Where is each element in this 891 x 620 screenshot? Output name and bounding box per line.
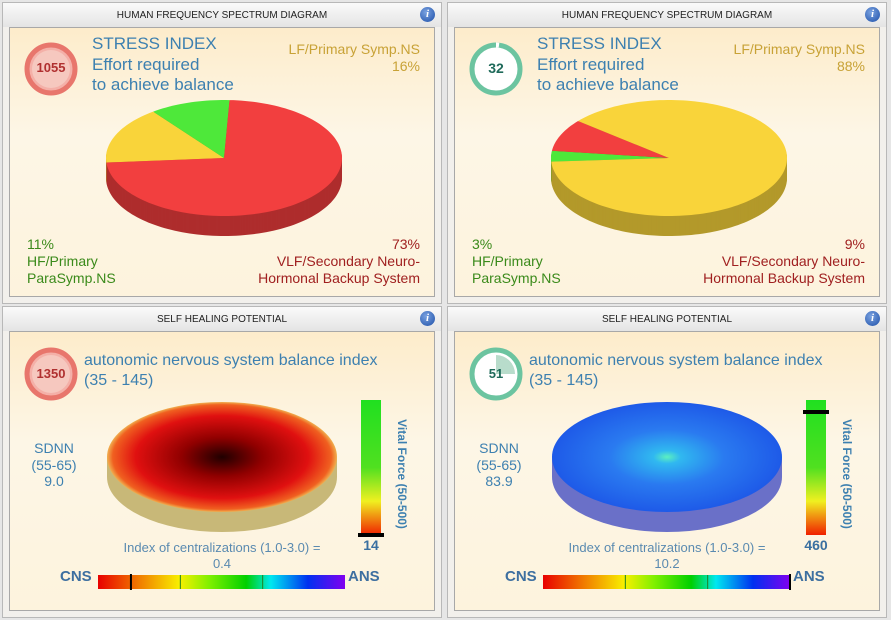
pie-slice bbox=[551, 150, 669, 162]
vital-force-value: 14 bbox=[363, 537, 379, 553]
panel-header: SELF HEALING POTENTIAL bbox=[448, 307, 886, 331]
sdnn-value: 83.9 bbox=[485, 473, 513, 489]
sdnn-label: SDNN bbox=[34, 440, 74, 456]
healing-graphic bbox=[469, 347, 829, 590]
stress-line-2: to achieve balance bbox=[537, 75, 679, 94]
centralization-label: Index of centralizations (1.0-3.0) = bbox=[568, 540, 766, 555]
spectrum-panel: HUMAN FREQUENCY SPECTRUM DIAGRAM i 32 STRES… bbox=[447, 2, 887, 304]
pie-slice bbox=[106, 100, 342, 216]
panel-header: HUMAN FREQUENCY SPECTRUM DIAGRAM bbox=[3, 3, 441, 27]
sdnn-value: 9.0 bbox=[44, 473, 64, 489]
info-icon[interactable]: i bbox=[865, 7, 880, 22]
pie-slice bbox=[551, 100, 787, 216]
centralization-value: 10.2 bbox=[654, 556, 680, 571]
lf-label: LF/Primary Symp.NS bbox=[733, 41, 865, 57]
info-icon[interactable]: i bbox=[420, 7, 435, 22]
vlf-label-1: VLF/Secondary Neuro- bbox=[721, 253, 865, 269]
lf-label: LF/Primary Symp.NS bbox=[288, 41, 420, 57]
sdnn-range: (55-65) bbox=[31, 457, 77, 473]
vital-force-bar bbox=[361, 400, 381, 535]
panel-title: SELF HEALING POTENTIAL bbox=[601, 314, 733, 325]
balance-disc bbox=[107, 402, 337, 512]
vlf-percent: 9% bbox=[844, 236, 865, 252]
balance-index-range: (35 - 145) bbox=[529, 372, 599, 389]
ans-label: ANS bbox=[348, 568, 380, 585]
badge-value: 51 bbox=[488, 366, 504, 381]
hf-percent: 3% bbox=[472, 236, 493, 252]
pie-slice bbox=[106, 111, 224, 163]
badge-value: 1350 bbox=[36, 366, 66, 381]
panel-body: 32 STRESS INDEX Effort required to achieve … bbox=[454, 27, 880, 297]
centralization-scale bbox=[543, 575, 790, 589]
panel-title: SELF HEALING POTENTIAL bbox=[156, 314, 288, 325]
balance-index-range: (35 - 145) bbox=[84, 372, 154, 389]
score-badge bbox=[24, 347, 78, 401]
balance-disc bbox=[552, 402, 782, 512]
stress-line-1: Effort required bbox=[92, 55, 200, 74]
panel-title: HUMAN FREQUENCY SPECTRUM DIAGRAM bbox=[116, 10, 328, 21]
info-icon[interactable]: i bbox=[865, 311, 880, 326]
vital-force-marker bbox=[803, 410, 829, 414]
vital-force-label: Vital Force (50-500) bbox=[840, 419, 854, 529]
vlf-percent: 73% bbox=[391, 236, 420, 252]
panel-header: SELF HEALING POTENTIAL bbox=[3, 307, 441, 331]
ans-label: ANS bbox=[793, 568, 825, 585]
centralization-scale bbox=[98, 575, 345, 589]
panel-title: HUMAN FREQUENCY SPECTRUM DIAGRAM bbox=[561, 10, 773, 21]
badge-value: 32 bbox=[488, 60, 504, 76]
pie-slice bbox=[153, 100, 230, 158]
vital-force-marker bbox=[358, 533, 384, 537]
badge-progress bbox=[496, 355, 515, 374]
vital-force-bar bbox=[806, 400, 826, 535]
spectrum-graphic bbox=[469, 42, 787, 236]
lf-percent: 16% bbox=[391, 58, 420, 74]
cns-label: CNS bbox=[505, 568, 537, 585]
badge-value: 1055 bbox=[36, 60, 66, 75]
panel-body: 51 autonomic nervous system balance index… bbox=[454, 331, 880, 611]
stress-line-1: Effort required bbox=[537, 55, 645, 74]
hf-label-1: HF/Primary bbox=[472, 253, 543, 269]
hf-label-2: ParaSymp.NS bbox=[472, 270, 561, 286]
spectrum-panel: HUMAN FREQUENCY SPECTRUM DIAGRAM i 1055 STR… bbox=[2, 2, 442, 304]
vital-force-value: 460 bbox=[804, 537, 828, 553]
spectrum-graphic bbox=[24, 42, 342, 236]
vital-force-label: Vital Force (50-500) bbox=[395, 419, 409, 529]
cns-label: CNS bbox=[60, 568, 92, 585]
healing-panel: SELF HEALING POTENTIAL i 1350 autonomic ner… bbox=[2, 306, 442, 618]
stress-line-2: to achieve balance bbox=[92, 75, 234, 94]
sdnn-label: SDNN bbox=[479, 440, 519, 456]
hf-percent: 11% bbox=[27, 236, 54, 252]
healing-panel: SELF HEALING POTENTIAL i 51 autonomic nervo… bbox=[447, 306, 887, 618]
hf-label-2: ParaSymp.NS bbox=[27, 270, 116, 286]
balance-index-heading: autonomic nervous system balance index bbox=[529, 352, 823, 369]
sdnn-range: (55-65) bbox=[476, 457, 522, 473]
panel-body: 1055 STRESS INDEX Effort required to achiev… bbox=[9, 27, 435, 297]
vlf-label-1: VLF/Secondary Neuro- bbox=[276, 253, 420, 269]
hf-label-1: HF/Primary bbox=[27, 253, 98, 269]
pie-slice bbox=[551, 121, 669, 158]
score-badge bbox=[469, 42, 523, 96]
info-icon[interactable]: i bbox=[420, 311, 435, 326]
centralization-value: 0.4 bbox=[212, 556, 232, 571]
lf-percent: 88% bbox=[836, 58, 865, 74]
panel-header: HUMAN FREQUENCY SPECTRUM DIAGRAM bbox=[448, 3, 886, 27]
vlf-label-2: Hormonal Backup System bbox=[258, 270, 420, 286]
vlf-label-2: Hormonal Backup System bbox=[703, 270, 865, 286]
stress-index-heading: STRESS INDEX bbox=[92, 34, 217, 53]
centralization-label: Index of centralizations (1.0-3.0) = bbox=[123, 540, 321, 555]
stress-index-heading: STRESS INDEX bbox=[537, 34, 662, 53]
panel-body: 1350 autonomic nervous system balance ind… bbox=[9, 331, 435, 611]
healing-graphic bbox=[24, 347, 384, 590]
balance-index-heading: autonomic nervous system balance index bbox=[84, 352, 378, 369]
score-badge bbox=[24, 42, 78, 96]
